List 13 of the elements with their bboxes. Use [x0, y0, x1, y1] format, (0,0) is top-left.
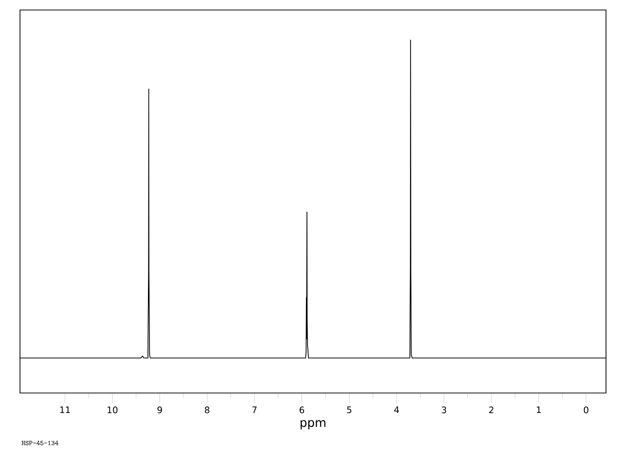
x-axis-title: ppm	[300, 420, 326, 430]
x-tick-label: 2	[489, 406, 494, 414]
x-tick-label: 6	[300, 406, 304, 414]
x-tick-label: 9	[157, 406, 162, 414]
x-tick-label: 10	[108, 406, 118, 414]
x-tick-label: 7	[252, 406, 257, 414]
x-tick-label: 8	[204, 406, 210, 414]
x-tick-label: 3	[442, 406, 446, 414]
x-tick-label: 0	[584, 406, 588, 414]
x-tick-label: 5	[347, 406, 352, 414]
x-tick-label: 4	[394, 406, 399, 414]
x-tick-label: 11	[60, 406, 70, 414]
x-tick-label: 1	[536, 406, 541, 414]
